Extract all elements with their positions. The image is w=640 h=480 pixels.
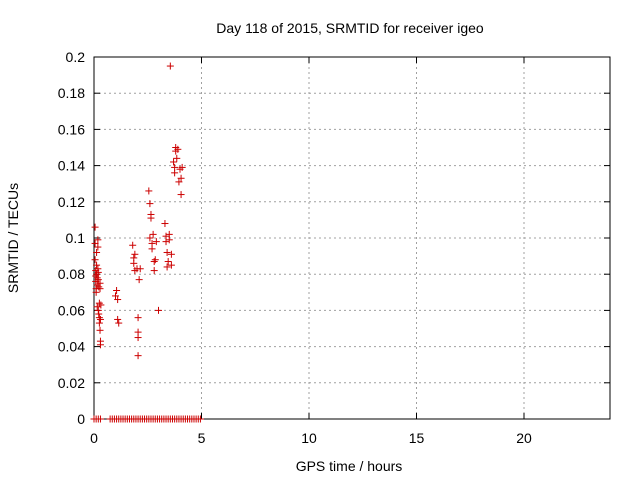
y-tick-label: 0.1 <box>66 230 86 246</box>
y-axis-label: SRMTID / TECUs <box>5 183 21 293</box>
data-point <box>93 270 101 278</box>
y-tick-label: 0.16 <box>58 121 85 137</box>
data-point <box>95 283 103 291</box>
data-point <box>148 245 156 253</box>
grid-lines <box>94 57 610 419</box>
x-tick-label: 15 <box>409 430 425 446</box>
data-point <box>93 303 101 311</box>
data-point <box>146 234 154 242</box>
data-point <box>130 259 138 267</box>
data-point <box>96 415 104 423</box>
data-point <box>112 292 119 300</box>
x-tick-label: 0 <box>90 430 98 446</box>
y-tick-label: 0.08 <box>58 266 85 282</box>
plot-frame <box>93 56 611 420</box>
data-point <box>96 341 104 349</box>
y-tick-label: 0.04 <box>58 339 85 355</box>
data-point <box>171 169 179 177</box>
data-point <box>178 163 186 171</box>
data-point <box>96 326 104 334</box>
axis-ticks: 0 0.02 0.04 0.06 0.08 0.1 0.12 0.14 0.16 0.18 0.2 0… <box>58 49 610 446</box>
data-point <box>162 238 170 246</box>
y-tick-label: 0.12 <box>58 194 85 210</box>
data-point <box>95 319 103 327</box>
data-point <box>97 301 105 309</box>
data-point <box>163 248 171 256</box>
data-point <box>91 256 99 264</box>
y-tick-label: 0 <box>77 411 85 427</box>
data-point <box>93 248 101 256</box>
y-tick-label: 0.2 <box>66 49 86 65</box>
data-point <box>94 268 102 276</box>
data-point <box>115 319 123 327</box>
data-point <box>175 178 183 186</box>
data-point <box>113 286 121 294</box>
data-point <box>135 276 143 284</box>
data-point <box>174 145 182 153</box>
data-point <box>167 250 175 258</box>
y-tick-label: 0.18 <box>58 85 85 101</box>
data-point <box>145 187 153 195</box>
y-tick-label: 0.14 <box>58 158 85 174</box>
data-point <box>134 334 142 342</box>
data-point <box>134 314 142 322</box>
x-tick-label: 20 <box>516 430 532 446</box>
data-point <box>150 258 158 266</box>
data-point <box>151 256 159 264</box>
data-point <box>170 158 178 166</box>
data-point <box>167 261 175 269</box>
data-point <box>134 352 142 360</box>
data-point <box>164 258 172 266</box>
data-point <box>95 299 103 307</box>
data-point <box>93 274 101 282</box>
y-tick-label: 0.02 <box>58 375 85 391</box>
data-point <box>196 415 204 423</box>
data-point <box>94 236 102 244</box>
x-tick-label: 5 <box>198 430 206 446</box>
data-point <box>173 154 181 162</box>
data-point <box>152 238 160 246</box>
data-point <box>155 306 162 314</box>
x-axis-label: GPS time / hours <box>296 458 403 474</box>
data-point <box>146 200 154 208</box>
data-point <box>177 191 185 199</box>
data-markers <box>90 62 204 423</box>
data-point <box>96 315 104 323</box>
data-point <box>94 276 102 284</box>
data-point <box>177 174 185 182</box>
data-point <box>91 239 99 247</box>
data-point <box>96 285 104 293</box>
data-point <box>163 263 171 271</box>
data-point <box>147 210 155 218</box>
data-point <box>94 243 102 251</box>
chart-title: Day 118 of 2015, SRMTID for receiver ige… <box>216 20 484 36</box>
x-tick-label: 10 <box>301 430 317 446</box>
data-point <box>166 62 174 70</box>
data-point <box>91 223 99 231</box>
data-point <box>161 220 169 228</box>
data-point <box>114 296 122 304</box>
data-point <box>93 261 101 269</box>
data-point <box>136 265 144 273</box>
data-point <box>114 315 122 323</box>
data-point <box>92 288 100 296</box>
y-tick-label: 0.06 <box>58 302 85 318</box>
data-point <box>129 241 137 249</box>
data-point <box>95 310 103 318</box>
data-point <box>149 230 157 238</box>
data-point <box>165 236 173 244</box>
data-point <box>150 267 158 275</box>
data-point <box>131 250 139 258</box>
